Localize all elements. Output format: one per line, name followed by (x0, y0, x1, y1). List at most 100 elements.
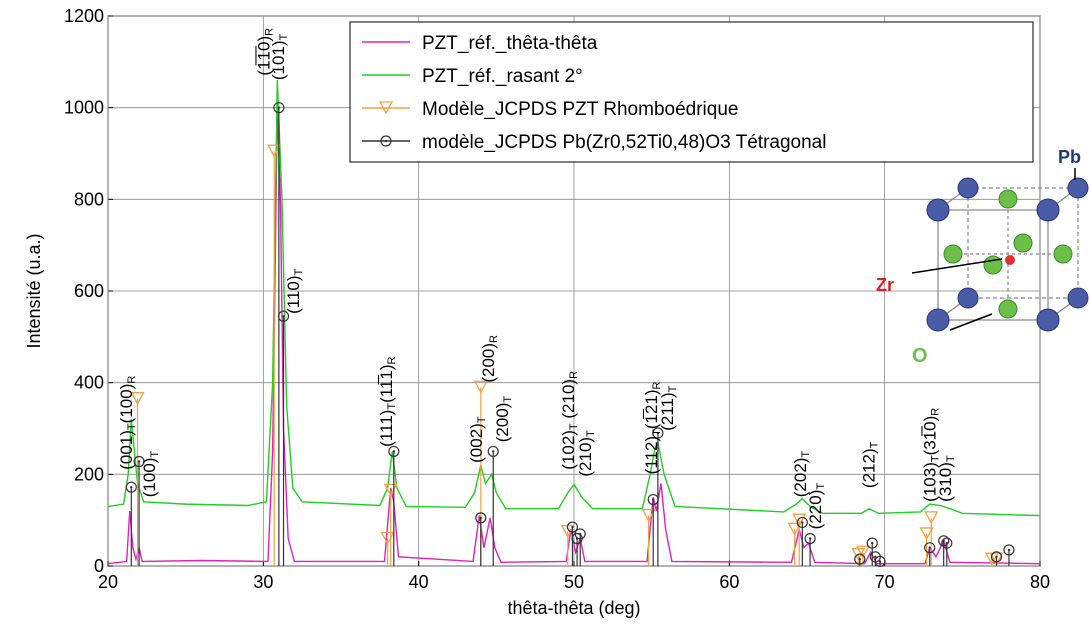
marker (273, 102, 285, 114)
marker (130, 392, 145, 406)
y-tick-label: 600 (74, 281, 104, 301)
peak-phase: T (568, 423, 580, 430)
marker (475, 512, 487, 524)
marker-dot (945, 541, 948, 545)
peak-index: (220) (806, 490, 825, 530)
marker (938, 535, 950, 547)
marker-dot (801, 521, 804, 524)
peak-index: (1̅1̅0) (254, 36, 273, 76)
legend-label: PZT_réf._thêta-thêta (422, 33, 598, 54)
peak-phase: T (800, 451, 812, 458)
peak-phase: T (126, 423, 138, 430)
marker (924, 511, 939, 525)
peak-phase: R (488, 335, 500, 343)
peak-phase: T (946, 455, 958, 462)
peak-index: (212) (859, 448, 878, 488)
marker (652, 427, 664, 439)
x-tick-label: 30 (253, 572, 273, 592)
peak-phase: R (386, 356, 398, 364)
inset-label: O (912, 345, 928, 367)
marker (487, 445, 499, 458)
peak-index: (211) (658, 392, 677, 430)
marker (874, 555, 886, 568)
peak-phase: T (815, 483, 827, 490)
marker (641, 508, 656, 522)
x-tick-label: 20 (98, 572, 118, 592)
marker (388, 445, 400, 458)
legend-box (349, 21, 1034, 163)
x-tick-label: 40 (409, 572, 429, 592)
marker (924, 542, 936, 554)
legend-label: modèle_JCPDS Pb(Zr0,52Ti0,48)O3 Tétragon… (422, 132, 826, 153)
peak-index: (102) (559, 430, 578, 470)
peak-index: (210) (559, 379, 578, 423)
marker-dot (579, 532, 582, 536)
peak-index: (200) (479, 343, 498, 383)
marker (380, 135, 392, 147)
peak-index: (001) (117, 430, 136, 470)
marker-dot (878, 560, 882, 563)
marker-dot (282, 315, 285, 318)
marker-dot (858, 557, 862, 561)
marker-dot (656, 431, 660, 435)
peak-label: (310)T (936, 455, 957, 502)
inset-label: Zr (876, 275, 894, 295)
peak-phase: R (126, 376, 138, 384)
marker-dot (995, 555, 998, 559)
peak-phase: T (293, 268, 305, 275)
peak-index: (200) (493, 403, 512, 443)
peak-index: (1̅21) (642, 389, 661, 429)
peak-phase: T (869, 441, 881, 448)
peak-label: (103)T(31̅0)R (921, 408, 942, 502)
peak-phase: T (930, 455, 942, 462)
marker (277, 310, 290, 322)
marker (989, 552, 1004, 566)
peak-index: (100) (117, 384, 136, 424)
marker-dot (928, 546, 931, 549)
peak-index: (11̅1) (377, 364, 396, 402)
legend-marker (380, 135, 392, 147)
peak-label: (101)T (269, 33, 290, 80)
marker (866, 537, 878, 549)
crystal-inset: Pb Zr O (876, 147, 1089, 367)
marker (854, 553, 866, 565)
peak-phase: T (278, 33, 290, 40)
peak-label: (002)T (467, 416, 488, 463)
legend-marker (378, 101, 394, 115)
peak-phase: T (667, 385, 679, 392)
legend-label: PZT_réf._rasant 2° (422, 66, 583, 87)
peak-label: (100)T (140, 451, 161, 498)
marker (919, 527, 934, 541)
marker-dot (1007, 548, 1011, 552)
peak-label: (200)T (493, 396, 514, 443)
marker (787, 522, 802, 536)
peak-index: (112) (642, 436, 661, 474)
peak-label: (200)R (479, 335, 500, 383)
y-tick-label: 200 (74, 464, 104, 484)
peak-phase: R (264, 28, 276, 36)
peak-index: (310) (936, 462, 955, 502)
marker-dot (384, 139, 388, 143)
marker (792, 513, 807, 527)
marker-dot (652, 498, 655, 501)
peak-label: (211)T (658, 385, 679, 430)
data-line (107, 107, 1041, 565)
marker (566, 521, 579, 533)
y-axis-label: Intensité (u.a.) (24, 233, 44, 348)
marker-dot (571, 525, 574, 529)
peak-index: (111) (377, 410, 396, 447)
peak-phase: T (149, 451, 161, 458)
peak-label: (112)T(1̅21)R (642, 381, 663, 474)
marker-dot (479, 516, 482, 520)
legend-label: Modèle_JCPDS PZT Rhomboédrique (422, 99, 738, 120)
peak-index: (31̅0) (921, 416, 940, 456)
peak-index: (002) (467, 423, 486, 463)
marker (267, 144, 282, 158)
inset-label: Pb (1058, 147, 1081, 167)
peak-phase: R (651, 381, 663, 389)
peak-phase: T (651, 429, 663, 436)
marker (796, 516, 808, 529)
peak-index: (103) (921, 462, 940, 502)
marker (473, 380, 488, 394)
